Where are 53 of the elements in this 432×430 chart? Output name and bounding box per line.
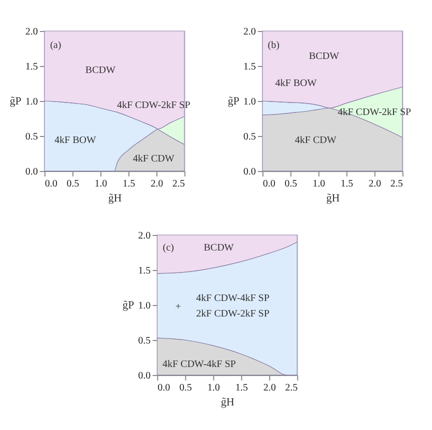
y-tick-label: 2.0 xyxy=(25,26,38,38)
x-axis-title: g̃H xyxy=(108,192,122,204)
annotation: + xyxy=(175,301,182,312)
y-tick-label: 1.5 xyxy=(138,266,151,276)
annotation: (a) xyxy=(50,40,62,51)
annotation: 2kF CDW-2kF SP xyxy=(196,308,270,320)
annotation: BCDW xyxy=(85,65,116,76)
y-tick-label: 0.0 xyxy=(243,166,256,178)
y-axis-title: g̃P xyxy=(122,300,134,312)
x-tick-label: 0.5 xyxy=(66,178,80,190)
y-tick-label: 2.0 xyxy=(138,230,151,242)
annotation: 4kF CDW-4kF SP xyxy=(162,358,236,370)
annotation: 4kF CDW-2kF SP xyxy=(116,100,191,112)
y-tick-label: 0.5 xyxy=(25,132,38,142)
y-tick-label: 1.5 xyxy=(243,62,256,72)
x-tick-label: 2.5 xyxy=(172,178,185,190)
y-tick-label: 0.0 xyxy=(138,370,151,382)
annotation: BCDW xyxy=(309,51,340,62)
x-tick-label: 1.0 xyxy=(94,178,108,190)
x-tick-label: 0.5 xyxy=(284,178,298,190)
x-tick-label: 1.5 xyxy=(235,382,248,394)
x-tick-label: 2.0 xyxy=(263,382,276,394)
x-tick-label: 0.5 xyxy=(179,382,192,394)
annotation: BCDW xyxy=(204,242,234,254)
x-tick-label: 2.0 xyxy=(368,178,382,190)
x-tick-label: 1.0 xyxy=(312,178,326,190)
y-tick-label: 1.5 xyxy=(25,62,38,72)
y-tick-label: 0.0 xyxy=(25,166,38,178)
annotation: 4kF CDW xyxy=(132,153,175,164)
y-tick-label: 1.0 xyxy=(138,300,151,312)
annotation: 4kF BOW xyxy=(275,78,318,89)
annotation: 4kF CDW-4kF SP xyxy=(196,293,270,304)
x-axis-title: g̃H xyxy=(326,192,340,204)
x-tick-label: 0.0 xyxy=(44,178,58,190)
y-tick-label: 1.0 xyxy=(243,96,256,108)
y-axis-title: g̃P xyxy=(228,96,240,108)
x-tick-label: 2.0 xyxy=(150,178,164,190)
x-tick-label: 2.5 xyxy=(285,382,298,394)
x-tick-label: 2.5 xyxy=(390,178,403,190)
annotation: (b) xyxy=(268,40,280,51)
annotation: (c) xyxy=(162,242,174,254)
x-tick-label: 0.0 xyxy=(262,178,276,190)
x-tick-label: 1.5 xyxy=(122,178,136,190)
x-tick-label: 1.0 xyxy=(207,382,220,394)
y-tick-label: 0.5 xyxy=(243,132,256,142)
y-tick-label: 0.5 xyxy=(138,336,151,346)
y-tick-label: 1.0 xyxy=(25,96,38,108)
x-axis-title: g̃H xyxy=(220,396,234,408)
x-tick-label: 1.5 xyxy=(340,178,354,190)
x-tick-label: 0.0 xyxy=(158,382,170,394)
y-tick-label: 2.0 xyxy=(243,26,256,38)
annotation: 4kF BOW xyxy=(54,135,96,146)
y-axis-title: g̃P xyxy=(10,96,22,108)
